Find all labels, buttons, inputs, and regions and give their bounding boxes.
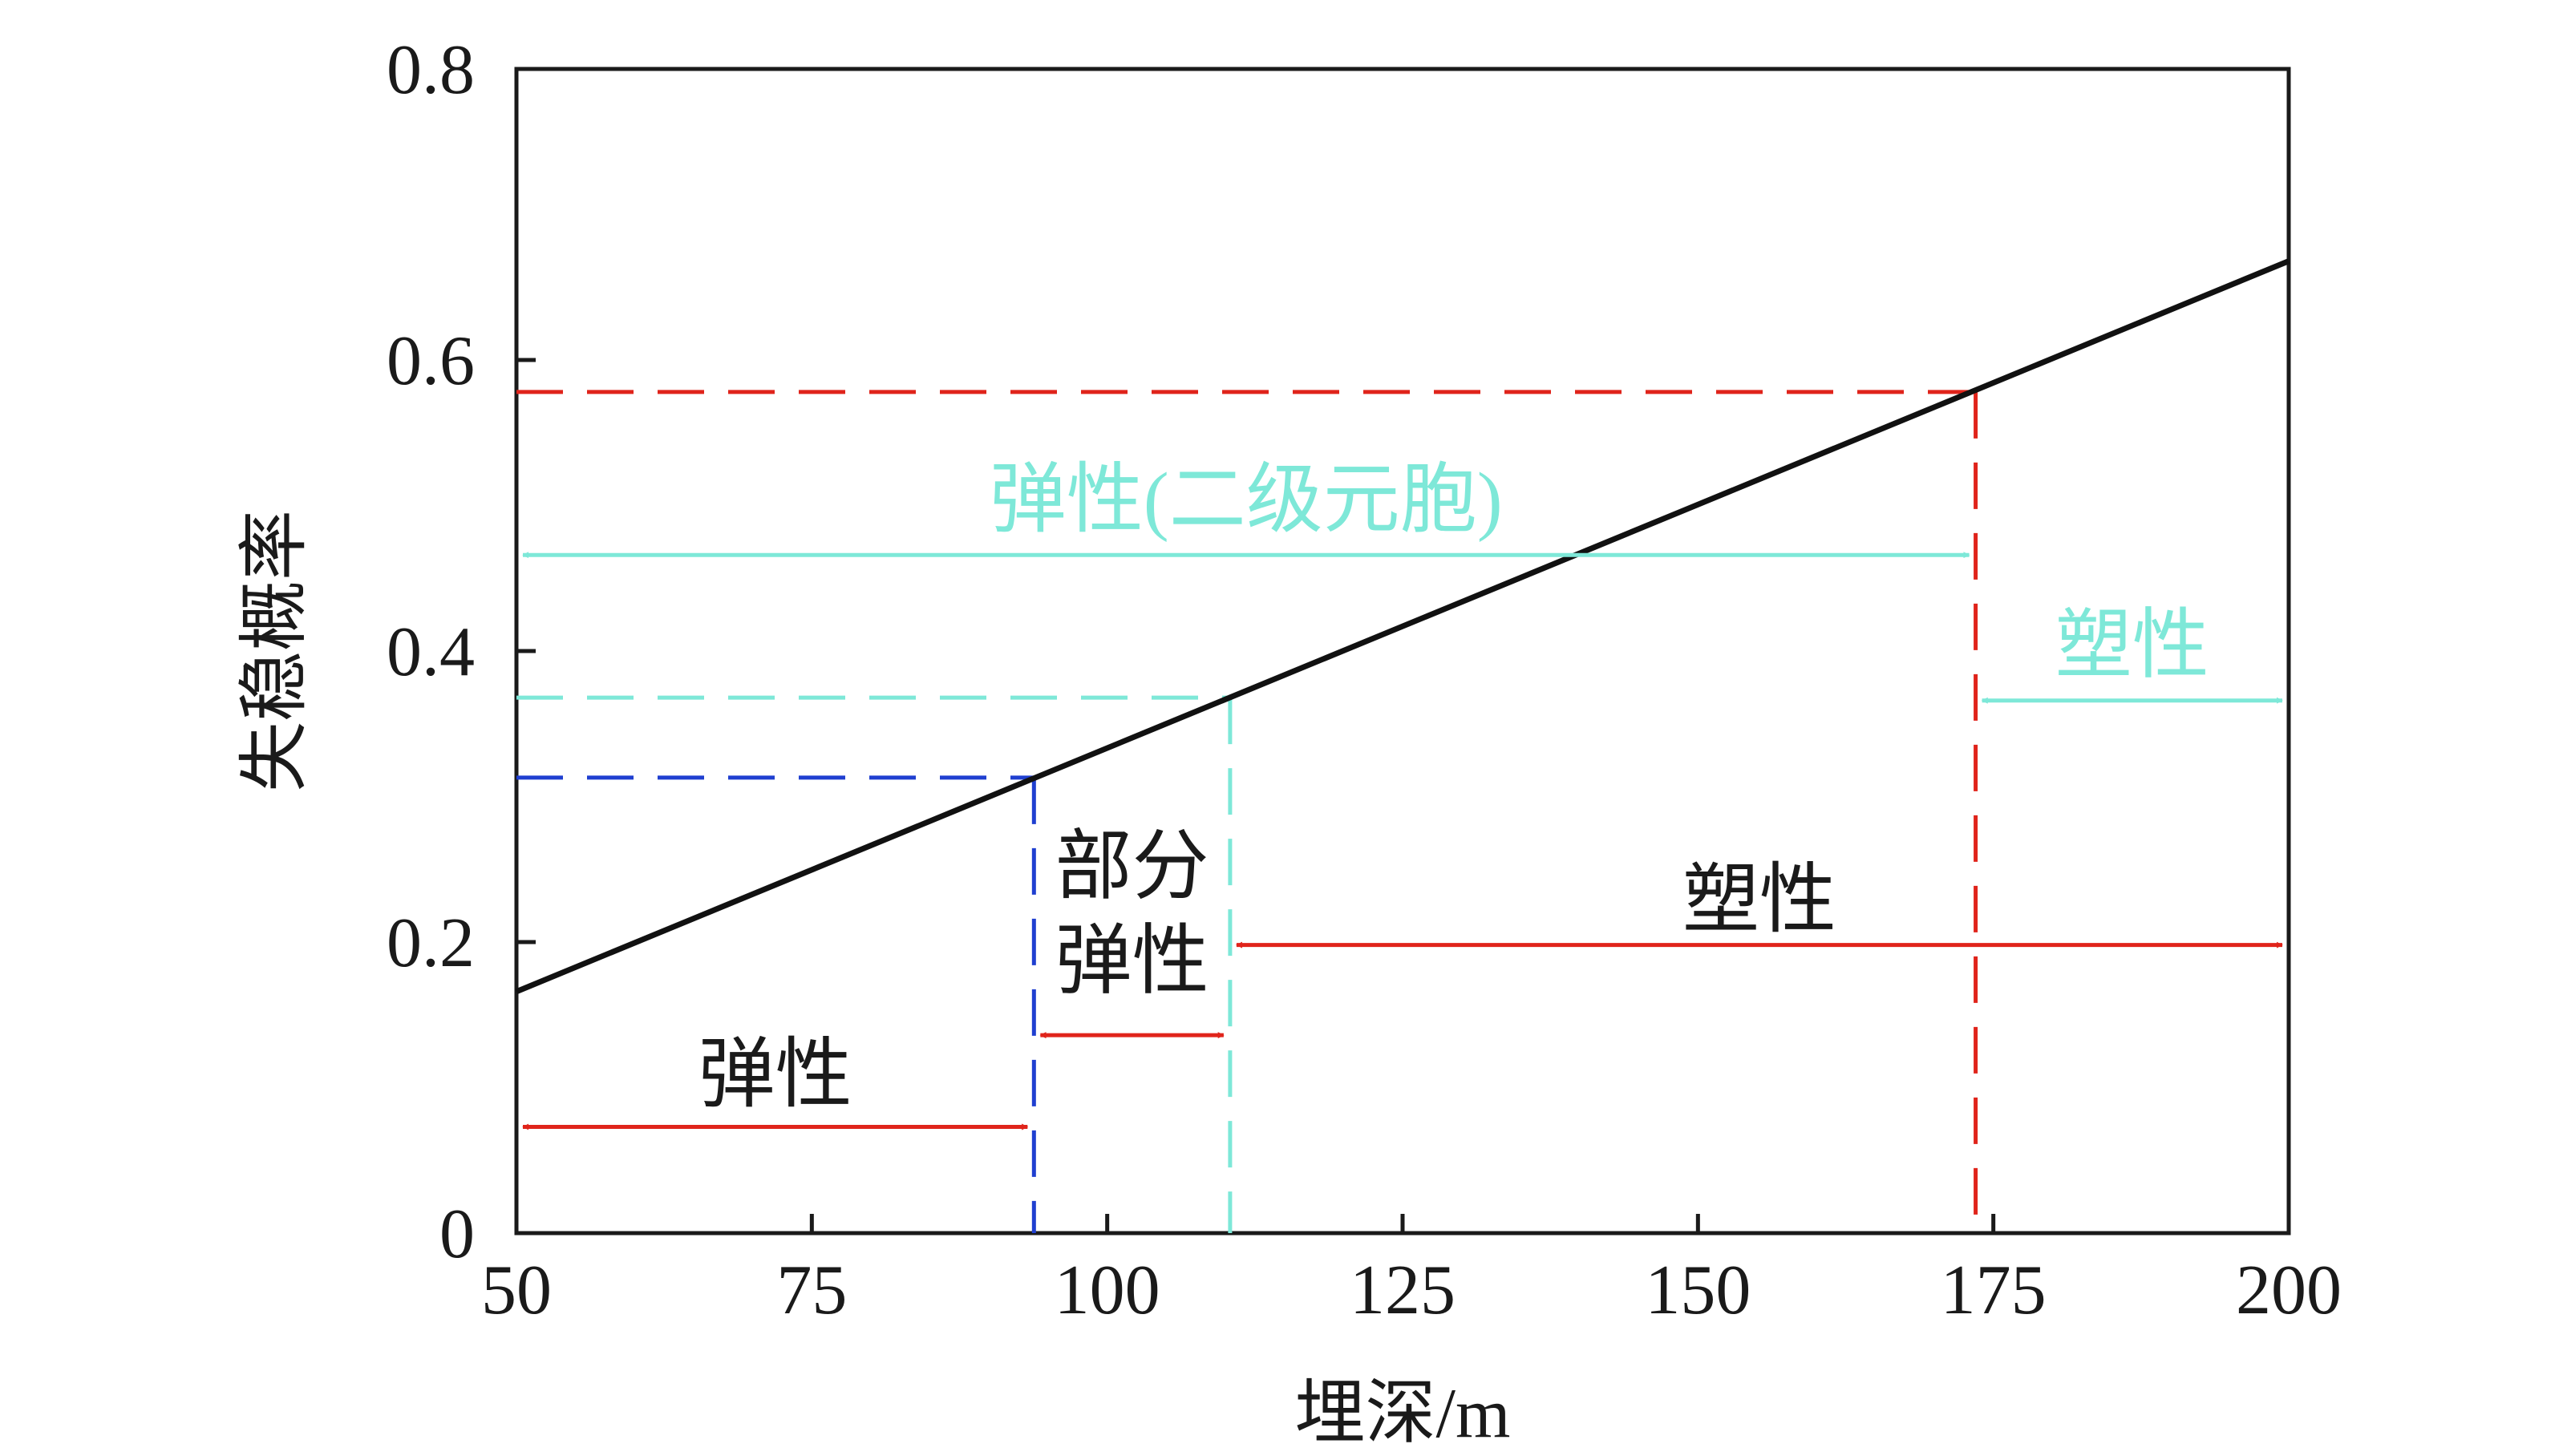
- threshold-guides: [516, 390, 1978, 1233]
- region-label-5: 塑性: [2055, 602, 2209, 688]
- region-label-2-line2: 弹性: [1055, 918, 1209, 1004]
- x-tick-label-75: 75: [776, 1252, 847, 1329]
- series-layer: [515, 258, 2290, 994]
- region-label-4: 弹性(二级元胞): [990, 456, 1503, 542]
- y-axis-title: 失稳概率: [237, 510, 314, 792]
- y-tick-label-0.6: 0.6: [387, 322, 475, 400]
- axis-ticks: 50 75 100 125 150 175 200 0 0.2 0.4 0.6 0.8: [387, 31, 2342, 1329]
- x-tick-label-150: 150: [1645, 1252, 1751, 1329]
- series-line-1: [515, 258, 2290, 994]
- region-label-3: 塑性: [1682, 857, 1836, 943]
- y-tick-label-0.8: 0.8: [387, 31, 475, 109]
- x-tick-label-50: 50: [481, 1252, 552, 1329]
- x-axis-title: 埋深/m: [1295, 1375, 1511, 1453]
- x-tick-label-175: 175: [1941, 1252, 2047, 1329]
- x-tick-label-100: 100: [1055, 1252, 1160, 1329]
- y-tick-label-0: 0: [439, 1195, 475, 1273]
- x-tick-label-200: 200: [2236, 1252, 2342, 1329]
- y-tick-label-0.4: 0.4: [387, 613, 475, 691]
- region-label-1: 弹性: [698, 1031, 852, 1117]
- region-label-2-line1: 部分: [1055, 823, 1209, 909]
- y-tick-label-0.2: 0.2: [387, 904, 475, 982]
- x-tick-label-125: 125: [1350, 1252, 1456, 1329]
